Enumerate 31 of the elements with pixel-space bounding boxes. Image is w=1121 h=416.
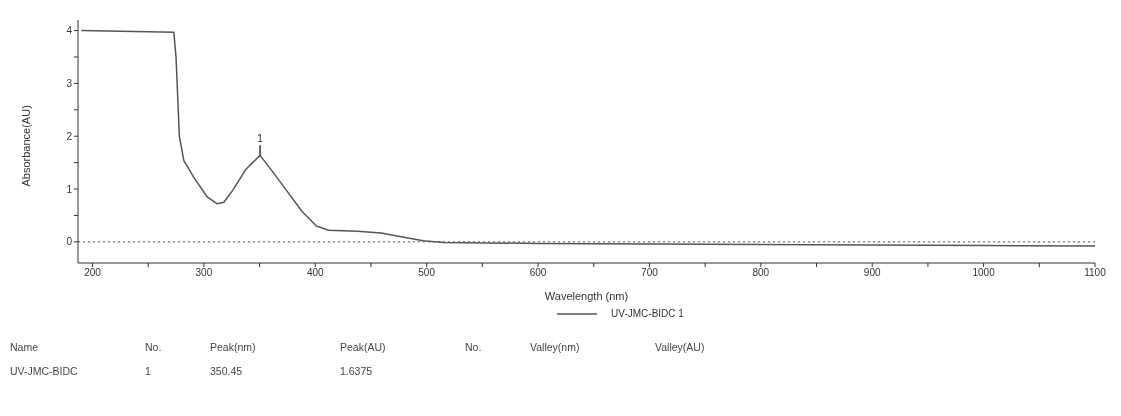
x-tick-label: 600 [529, 267, 547, 279]
x-tick-label: 300 [195, 267, 213, 279]
x-tick-label: 800 [752, 267, 770, 279]
text: No. [465, 341, 483, 353]
x-tick-label: 1000 [972, 267, 996, 279]
text: Name [10, 341, 39, 353]
text: Valley(AU) [655, 341, 706, 353]
text: 350.45 [210, 365, 244, 377]
text: Peak(nm) [210, 341, 257, 353]
text: Valley(nm) [530, 341, 581, 353]
y-axis-title: Absorbance(AU) [19, 105, 32, 187]
legend-label: UV-JMC-BIDC 1 [611, 308, 684, 319]
y-tick-label: 3 [66, 77, 73, 89]
y-tick-label: 4 [66, 25, 73, 37]
line-series [80, 29, 1095, 247]
y-tick-label: 2 [66, 130, 73, 142]
x-axis-title: Wavelength (nm) [544, 290, 629, 302]
text: No. [145, 341, 163, 353]
y-tick-label: 1 [66, 183, 73, 195]
x-tick-label: 500 [418, 267, 436, 279]
y-tick-label: 0 [66, 236, 73, 248]
text: Peak(AU) [340, 341, 387, 353]
annotation: 1 [257, 132, 264, 145]
x-tick-label: 400 [306, 267, 325, 279]
text: 1 [145, 365, 152, 377]
text: 1.6375 [340, 365, 374, 377]
x-tick-label: 900 [863, 267, 881, 279]
x-tick-label: 700 [641, 267, 659, 279]
x-tick-label: 200 [84, 267, 102, 279]
text: UV-JMC-BIDC [10, 365, 79, 377]
x-tick-label: 1100 [1084, 267, 1107, 279]
